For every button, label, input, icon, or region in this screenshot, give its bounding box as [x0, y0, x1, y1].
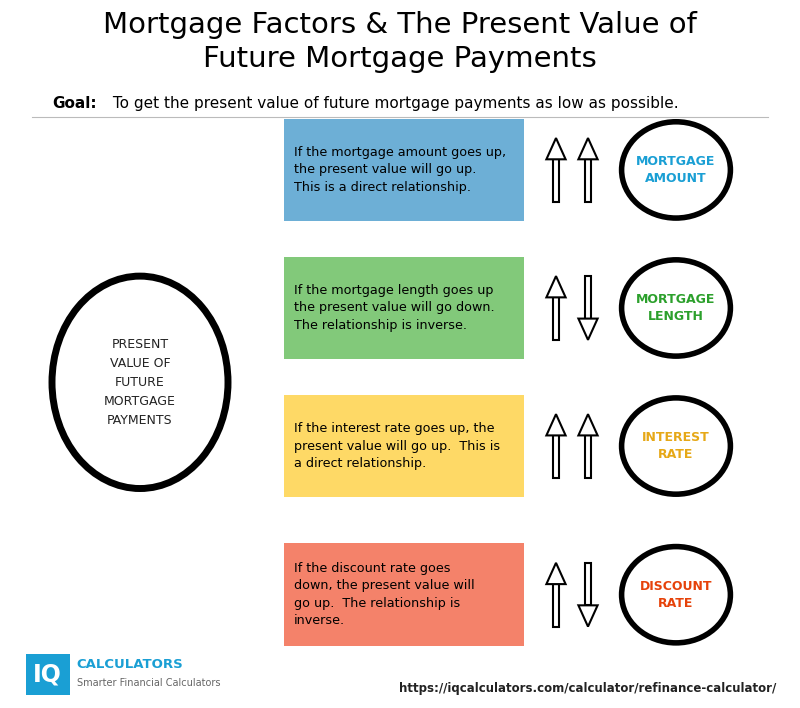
Text: If the interest rate goes up, the
present value will go up.  This is
a direct re: If the interest rate goes up, the presen…	[294, 422, 500, 470]
Polygon shape	[578, 319, 598, 340]
Polygon shape	[554, 159, 558, 202]
Polygon shape	[554, 435, 558, 478]
Polygon shape	[586, 435, 590, 478]
Polygon shape	[554, 584, 558, 627]
Polygon shape	[586, 159, 590, 202]
FancyBboxPatch shape	[284, 257, 524, 360]
Text: If the mortgage length goes up
the present value will go down.
The relationship : If the mortgage length goes up the prese…	[294, 284, 494, 332]
FancyBboxPatch shape	[284, 119, 524, 221]
Circle shape	[622, 122, 730, 218]
Text: Smarter Financial Calculators: Smarter Financial Calculators	[77, 678, 220, 688]
Circle shape	[622, 398, 730, 494]
Ellipse shape	[52, 276, 228, 489]
Text: To get the present value of future mortgage payments as low as possible.: To get the present value of future mortg…	[108, 96, 678, 110]
Polygon shape	[578, 605, 598, 627]
Polygon shape	[546, 276, 566, 297]
Text: Goal:: Goal:	[52, 96, 97, 110]
Text: If the discount rate goes
down, the present value will
go up.  The relationship : If the discount rate goes down, the pres…	[294, 562, 474, 627]
Polygon shape	[546, 563, 566, 584]
Polygon shape	[578, 414, 598, 435]
Text: INTEREST
RATE: INTEREST RATE	[642, 431, 710, 461]
Polygon shape	[546, 138, 566, 159]
Circle shape	[622, 260, 730, 356]
Polygon shape	[546, 414, 566, 435]
Circle shape	[622, 547, 730, 643]
Polygon shape	[586, 276, 590, 319]
Text: IQ: IQ	[33, 663, 62, 687]
Text: MORTGAGE
LENGTH: MORTGAGE LENGTH	[636, 293, 716, 323]
Text: CALCULATORS: CALCULATORS	[77, 658, 183, 671]
Text: MORTGAGE
AMOUNT: MORTGAGE AMOUNT	[636, 155, 716, 185]
Polygon shape	[578, 138, 598, 159]
FancyBboxPatch shape	[26, 654, 70, 695]
Text: https://iqcalculators.com/calculator/refinance-calculator/: https://iqcalculators.com/calculator/ref…	[398, 683, 776, 695]
Text: If the mortgage amount goes up,
the present value will go up.
This is a direct r: If the mortgage amount goes up, the pres…	[294, 146, 506, 194]
Text: PRESENT
VALUE OF
FUTURE
MORTGAGE
PAYMENTS: PRESENT VALUE OF FUTURE MORTGAGE PAYMENT…	[104, 338, 176, 427]
FancyBboxPatch shape	[284, 395, 524, 497]
Text: Mortgage Factors & The Present Value of
Future Mortgage Payments: Mortgage Factors & The Present Value of …	[103, 11, 697, 73]
Polygon shape	[554, 297, 558, 340]
Text: DISCOUNT
RATE: DISCOUNT RATE	[640, 580, 712, 610]
Polygon shape	[586, 563, 590, 605]
FancyBboxPatch shape	[284, 544, 524, 646]
